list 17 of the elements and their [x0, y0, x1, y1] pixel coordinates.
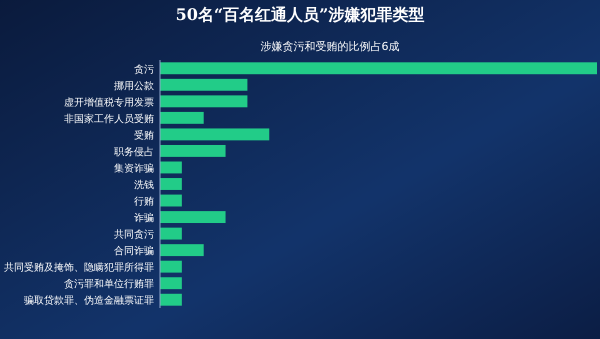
chart-subtitle: 涉嫌贪污和受贿的比例占6成	[260, 40, 400, 53]
y-tick-label: 贪污罪和单位行贿罪	[64, 278, 154, 290]
y-tick-label: 职务侵占	[114, 146, 154, 158]
y-tick-label: 共同受贿及掩饰、隐瞒犯罪所得罪	[4, 262, 154, 274]
y-tick-label: 骗取贷款罪、伪造金融票证罪	[24, 294, 154, 307]
y-tick-label: 诈骗	[134, 212, 154, 224]
y-tick-label: 受贿	[134, 129, 154, 142]
y-tick-label: 非国家工作人员受贿	[64, 112, 154, 125]
y-tick-label: 虚开增值税专用发票	[64, 96, 154, 108]
y-tick-label: 共同贪污	[114, 228, 154, 241]
y-tick-label: 集资诈骗	[114, 162, 154, 174]
y-tick-label: 洗钱	[134, 179, 154, 191]
y-tick-label: 合同诈骗	[114, 245, 154, 258]
y-tick-label: 行贿	[134, 196, 154, 208]
y-tick-label: 贪污	[134, 63, 154, 76]
y-tick-label: 挪用公款	[114, 80, 154, 92]
chart-title: 50名“百名红通人员”涉嫌犯罪类型	[176, 5, 424, 24]
